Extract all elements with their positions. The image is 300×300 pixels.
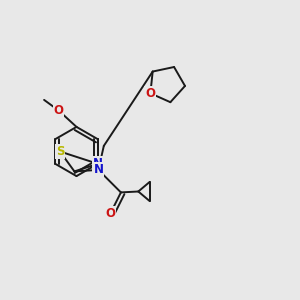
Text: N: N <box>93 164 103 176</box>
Text: O: O <box>105 207 116 220</box>
Text: S: S <box>56 145 64 158</box>
Text: N: N <box>93 157 103 170</box>
Text: O: O <box>146 87 155 100</box>
Text: O: O <box>53 104 64 117</box>
